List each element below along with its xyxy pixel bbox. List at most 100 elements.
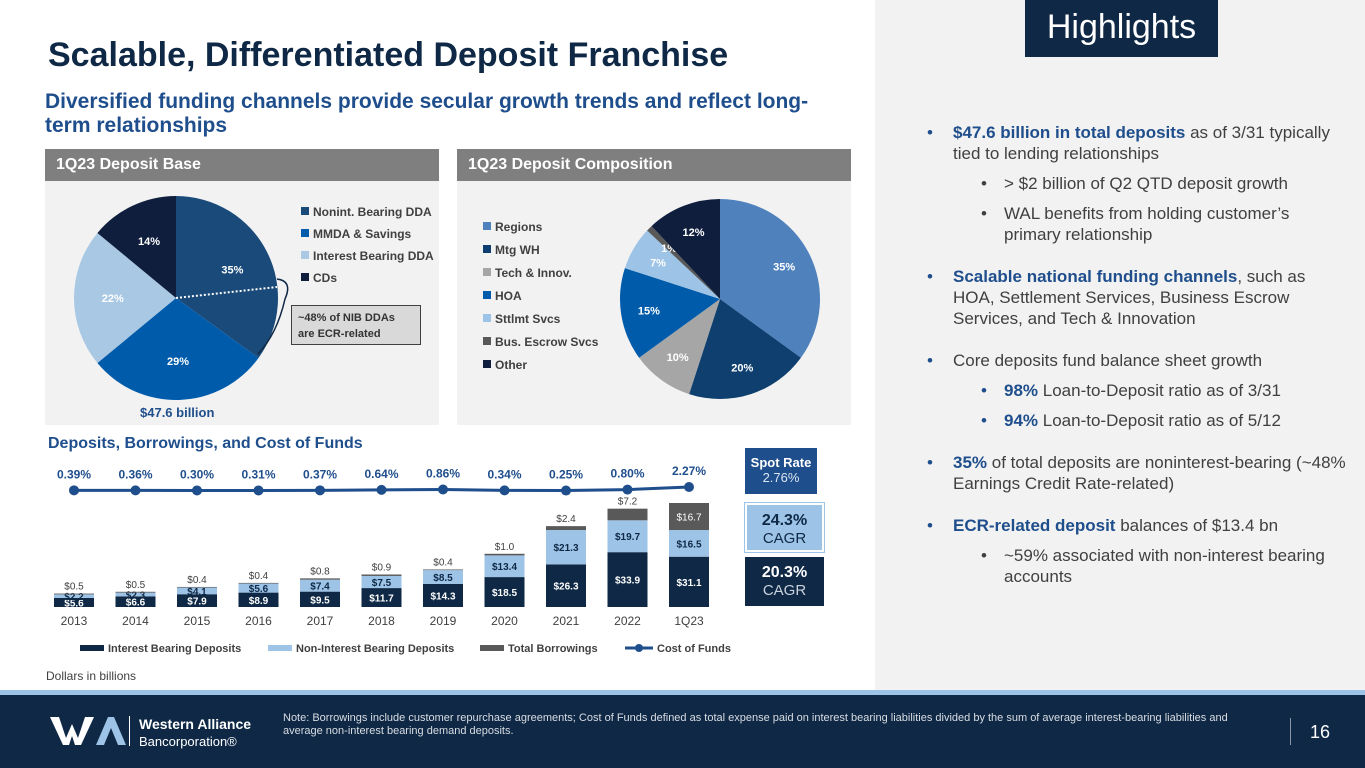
x-tick-2019: 2019 bbox=[430, 614, 457, 628]
cost-of-funds-point-2019 bbox=[438, 484, 448, 495]
pie-slice-hoa bbox=[620, 268, 720, 358]
cost-of-funds-label-2018: 0.64% bbox=[364, 467, 398, 481]
bar-label-total-borrowings-2020: $1.0 bbox=[495, 542, 515, 553]
page-title: Scalable, Differentiated Deposit Franchi… bbox=[48, 36, 729, 74]
legend-swatch bbox=[483, 268, 491, 276]
cost-of-funds-label-2013: 0.39% bbox=[57, 467, 91, 481]
x-tick-2021: 2021 bbox=[553, 614, 580, 628]
legend-swatch bbox=[301, 229, 309, 237]
bar-label-total-borrowings-2016: $0.4 bbox=[249, 571, 269, 582]
cost-of-funds-label-2014: 0.36% bbox=[118, 467, 152, 481]
legend-swatch bbox=[301, 207, 309, 215]
bar-label-non-interest-bearing-deposits-2021: $21.3 bbox=[553, 543, 578, 554]
bar-label-non-interest-bearing-deposits-2020: $13.4 bbox=[492, 562, 517, 573]
x-tick-2017: 2017 bbox=[307, 614, 334, 628]
sub-bullet-text: Loan-to-Deposit ratio as of 3/31 bbox=[1038, 381, 1281, 400]
bar-interest-bearing-deposits-2015 bbox=[177, 594, 217, 607]
cost-of-funds-point-2016 bbox=[253, 485, 264, 496]
cost-of-funds-label-2021: 0.25% bbox=[549, 468, 583, 482]
footer bbox=[0, 690, 1365, 768]
bar-interest-bearing-deposits-1Q23 bbox=[669, 556, 709, 607]
spot-rate-title: Spot Rate bbox=[750, 455, 812, 470]
cost-of-funds-label-2015: 0.30% bbox=[180, 467, 214, 481]
ib-cagr-label: CAGR bbox=[762, 582, 807, 599]
legend-swatch-interest-bearing-deposits bbox=[80, 645, 104, 651]
pie-label-mtg-wh: 20% bbox=[731, 362, 753, 374]
legend-swatch bbox=[483, 222, 491, 230]
deposit-composition-panel: 1Q23 Deposit Composition 35% 20% 10% 15% 7% 1… bbox=[457, 149, 851, 425]
legend-swatch bbox=[483, 291, 491, 299]
cost-of-funds-label-2020: 0.34% bbox=[487, 467, 521, 481]
legend-cost-of-funds: Cost of Funds bbox=[657, 643, 731, 655]
bar-label-total-borrowings-2022: $7.2 bbox=[618, 497, 638, 508]
deposit-composition-header: 1Q23 Deposit Composition bbox=[457, 149, 851, 181]
sub-bullet-ecr-share: • ~59% associated with non-interest beari… bbox=[981, 546, 1325, 586]
bar-label-non-interest-bearing-deposits-1Q23: $16.5 bbox=[676, 539, 701, 550]
sub-bullet-q2-growth: • > $2 billion of Q2 QTD deposit growth bbox=[981, 174, 1288, 193]
bar-interest-bearing-deposits-2014 bbox=[115, 596, 156, 607]
logo-divider bbox=[129, 716, 130, 746]
bar-interest-bearing-deposits-2019 bbox=[423, 583, 463, 607]
bullet-ecr-deposits: • ECR-related deposit balances of $13.4 b… bbox=[927, 516, 1279, 535]
bullet-strong: $47.6 billion in total deposits bbox=[953, 123, 1186, 142]
legend-label: Tech & Innov. bbox=[495, 266, 572, 280]
bar-label-total-borrowings-2013: $0.5 bbox=[64, 582, 84, 593]
cost-of-funds-label-2016: 0.31% bbox=[241, 467, 275, 481]
bar-interest-bearing-deposits-2013 bbox=[54, 597, 94, 607]
bar-label-total-borrowings-2021: $2.4 bbox=[556, 514, 576, 525]
legend-interest-bearing-dda: Interest Bearing DDA bbox=[301, 249, 434, 263]
pie-label-nonint-bearing-dda: 35% bbox=[221, 264, 243, 276]
sub-bullet-text: WAL benefits from holding customer’s pri… bbox=[1004, 204, 1290, 244]
cost-of-funds-point-2014 bbox=[130, 485, 141, 496]
pie-label-other: 12% bbox=[682, 227, 704, 239]
page-number-divider bbox=[1290, 718, 1291, 745]
legend-label: HOA bbox=[495, 289, 522, 303]
legend-label: CDs bbox=[313, 271, 338, 285]
pie-slice-mtg-wh bbox=[689, 299, 801, 399]
nib-cagr-box: 24.3% CAGR bbox=[744, 502, 825, 553]
bar-label-non-interest-bearing-deposits-2013: $2.2 bbox=[64, 592, 84, 603]
x-tick-2014: 2014 bbox=[122, 614, 149, 628]
bar-label-interest-bearing-deposits-2022: $33.9 bbox=[615, 576, 640, 587]
bar-label-non-interest-bearing-deposits-2019: $8.5 bbox=[433, 573, 453, 584]
legend-regions: Regions bbox=[483, 220, 542, 234]
bar-interest-bearing-deposits-2017 bbox=[300, 591, 340, 607]
ib-cagr-box: 20.3% CAGR bbox=[745, 557, 824, 606]
pie-slice-tech-innov bbox=[639, 299, 720, 395]
bar-non-interest-bearing-deposits-2017 bbox=[300, 579, 340, 592]
sub-bullet-text: Loan-to-Deposit ratio as of 5/12 bbox=[1038, 411, 1281, 430]
bar-label-interest-bearing-deposits-2020: $18.5 bbox=[492, 588, 517, 599]
legend-mtg-wh: Mtg WH bbox=[483, 243, 540, 257]
cost-of-funds-label-1Q23: 2.27% bbox=[672, 464, 706, 478]
legend-cds: CDs bbox=[301, 271, 337, 285]
total-deposits-label: $47.6 billion bbox=[140, 405, 215, 420]
company-name: Western Alliance bbox=[139, 716, 252, 732]
legend-swatch bbox=[483, 245, 491, 253]
sub-bullet-strong: 94% bbox=[1004, 411, 1039, 430]
bar-total-borrowings-2017 bbox=[300, 578, 340, 580]
legend-label: Mtg WH bbox=[495, 243, 540, 257]
bar-non-interest-bearing-deposits-2020 bbox=[484, 555, 525, 578]
cost-of-funds-point-2022 bbox=[622, 484, 633, 495]
bullet-text: of total deposits are noninterest-bearin… bbox=[953, 453, 1346, 493]
x-tick-2016: 2016 bbox=[245, 614, 272, 628]
legend-swatch bbox=[301, 273, 309, 281]
x-tick-2015: 2015 bbox=[184, 614, 211, 628]
legend-label: Sttlmt Svcs bbox=[495, 312, 561, 326]
footer-note: Note: Borrowings include customer repurc… bbox=[283, 712, 1228, 737]
sub-bullet-ltd-331: • 98% Loan-to-Deposit ratio as of 3/31 bbox=[981, 381, 1281, 400]
bar-non-interest-bearing-deposits-2013 bbox=[54, 594, 94, 598]
bar-non-interest-bearing-deposits-2019 bbox=[423, 570, 463, 584]
legend-line-marker bbox=[635, 644, 643, 652]
legend-swatch bbox=[483, 337, 491, 345]
bar-non-interest-bearing-deposits-2015 bbox=[177, 587, 217, 595]
bar-total-borrowings-2021 bbox=[546, 526, 586, 531]
sub-bullet-text: ~59% associated with non-interest bearin… bbox=[1004, 546, 1325, 586]
pie-slice-bus-escrow-svcs bbox=[647, 226, 720, 299]
legend-mmda-savings: MMDA & Savings bbox=[301, 227, 411, 241]
pie-label-hoa: 15% bbox=[638, 305, 660, 317]
pie-label-regions: 35% bbox=[773, 261, 795, 273]
legend-tech-innov: Tech & Innov. bbox=[483, 266, 572, 280]
bar-label-interest-bearing-deposits-2017: $9.5 bbox=[310, 595, 330, 606]
bar-total-borrowings-2018 bbox=[361, 574, 402, 576]
